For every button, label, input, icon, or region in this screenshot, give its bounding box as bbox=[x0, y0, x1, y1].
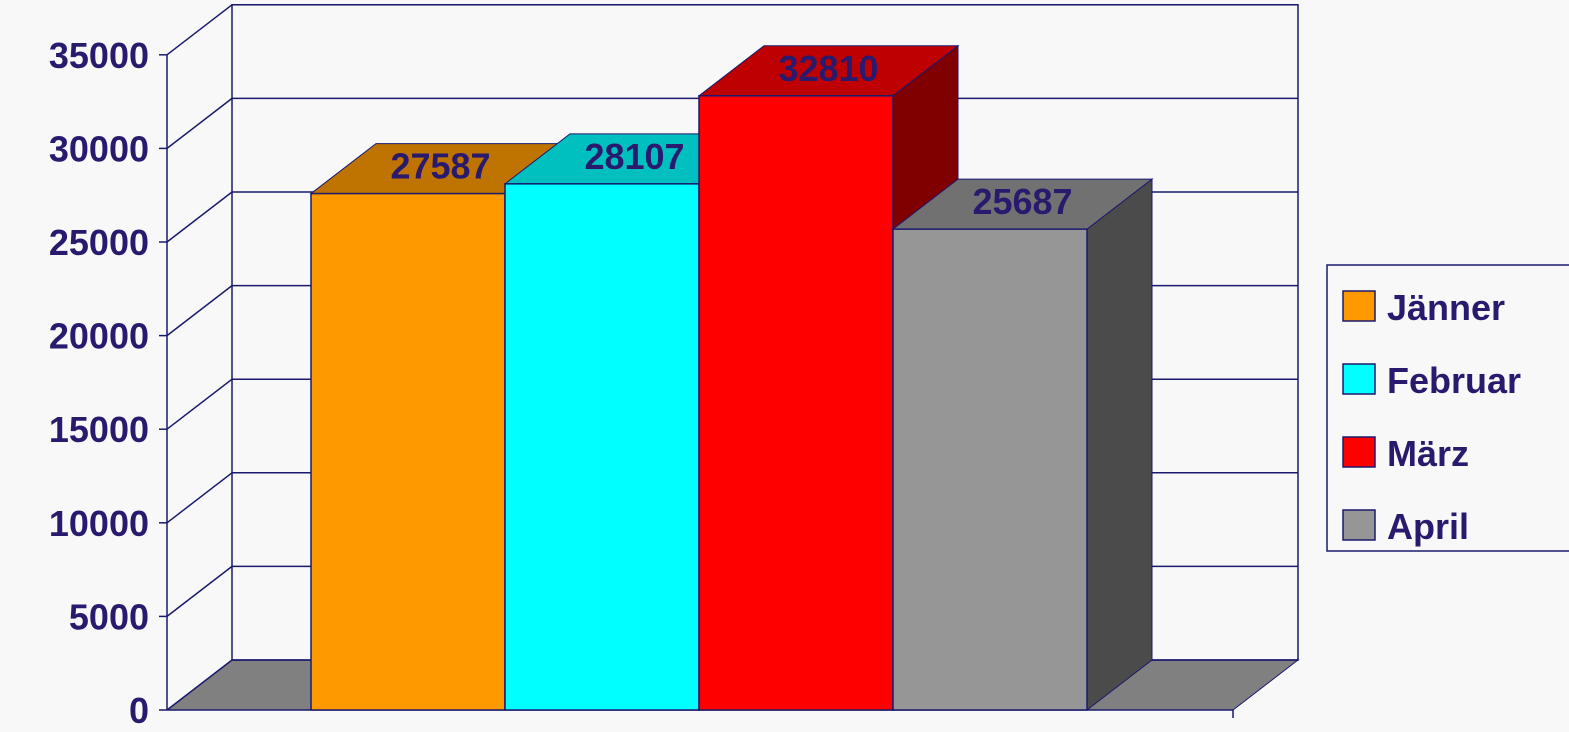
legend-label: März bbox=[1387, 433, 1469, 474]
bar-data-label: 25687 bbox=[972, 181, 1072, 222]
legend-swatch bbox=[1342, 363, 1376, 395]
bar bbox=[892, 228, 1088, 711]
gridline-side bbox=[166, 378, 233, 430]
bar bbox=[698, 95, 894, 711]
legend-label: Februar bbox=[1387, 360, 1521, 401]
bar-side bbox=[1086, 178, 1153, 712]
gridline-side bbox=[166, 472, 233, 524]
legend-label: April bbox=[1387, 506, 1469, 547]
y-tick-label: 5000 bbox=[69, 596, 149, 637]
gridline-side bbox=[166, 659, 233, 711]
gridline-side bbox=[166, 191, 233, 243]
gridline-side bbox=[166, 97, 233, 149]
y-tick-label: 10000 bbox=[49, 503, 149, 544]
legend-box bbox=[1326, 264, 1569, 552]
y-tick-label: 20000 bbox=[49, 316, 149, 357]
legend-swatch bbox=[1342, 290, 1376, 322]
y-tick-label: 15000 bbox=[49, 409, 149, 450]
bar-data-label: 28107 bbox=[584, 136, 684, 177]
gridline-side bbox=[166, 565, 233, 617]
y-tick-label: 30000 bbox=[49, 128, 149, 169]
legend-label: Jänner bbox=[1387, 287, 1505, 328]
y-tick-label: 25000 bbox=[49, 222, 149, 263]
y-tick-label: 0 bbox=[129, 690, 149, 727]
bar-data-label: 27587 bbox=[390, 146, 490, 187]
bars bbox=[309, 44, 1154, 712]
data-labels: 27587 28107 32810 25687 bbox=[390, 48, 1072, 222]
y-axis-ticks: 0 5000 10000 15000 20000 25000 30000 35000 bbox=[49, 35, 167, 731]
legend-swatch bbox=[1342, 509, 1376, 541]
gridline-side bbox=[166, 285, 233, 337]
bar bbox=[504, 183, 700, 711]
y-tick-label: 35000 bbox=[49, 35, 149, 76]
bar bbox=[310, 192, 506, 711]
bar-data-label: 32810 bbox=[778, 48, 878, 89]
gridline-side bbox=[166, 4, 233, 56]
legend: Jänner Februar März April bbox=[1326, 264, 1569, 552]
legend-swatch bbox=[1342, 436, 1376, 468]
